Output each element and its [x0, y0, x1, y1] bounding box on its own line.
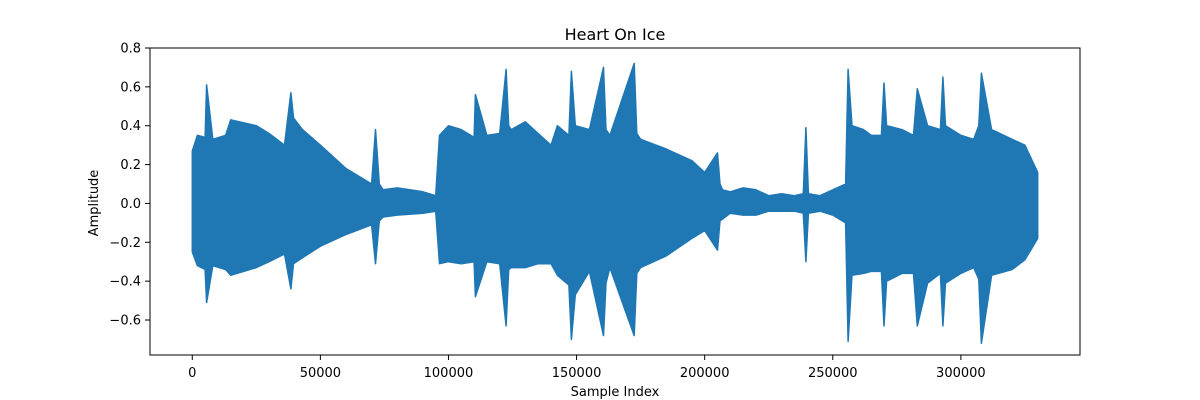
y-tick-label: −0.6	[109, 314, 141, 329]
y-tick-label: 0.0	[120, 197, 141, 212]
waveform-series	[191, 62, 1039, 345]
waveform-envelope	[191, 62, 1039, 345]
plot-frame	[149, 47, 1081, 356]
y-tick-label: −0.2	[109, 236, 141, 251]
x-tick-label: 300000	[936, 366, 986, 381]
y-tick-label: 0.2	[120, 158, 141, 173]
y-axis-ticks: −0.6 −0.4 −0.2 0.0 0.2 0.4 0.6 0.8	[109, 42, 150, 329]
y-tick-label: −0.4	[109, 275, 141, 290]
x-tick-label: 150000	[552, 366, 602, 381]
chart-title: Heart On Ice	[565, 25, 666, 44]
x-tick-label: 50000	[300, 366, 341, 381]
x-tick-label: 200000	[680, 366, 730, 381]
y-tick-label: 0.4	[120, 119, 141, 134]
x-axis-ticks: 0 50000 100000 150000 200000 250000 300000	[188, 355, 986, 381]
y-axis-label: Amplitude	[87, 170, 102, 237]
x-axis-label: Sample Index	[571, 385, 660, 400]
y-tick-label: 0.8	[120, 42, 141, 57]
x-tick-label: 0	[188, 366, 196, 381]
y-tick-label: 0.6	[120, 80, 141, 95]
x-tick-label: 250000	[808, 366, 858, 381]
x-tick-label: 100000	[424, 366, 474, 381]
